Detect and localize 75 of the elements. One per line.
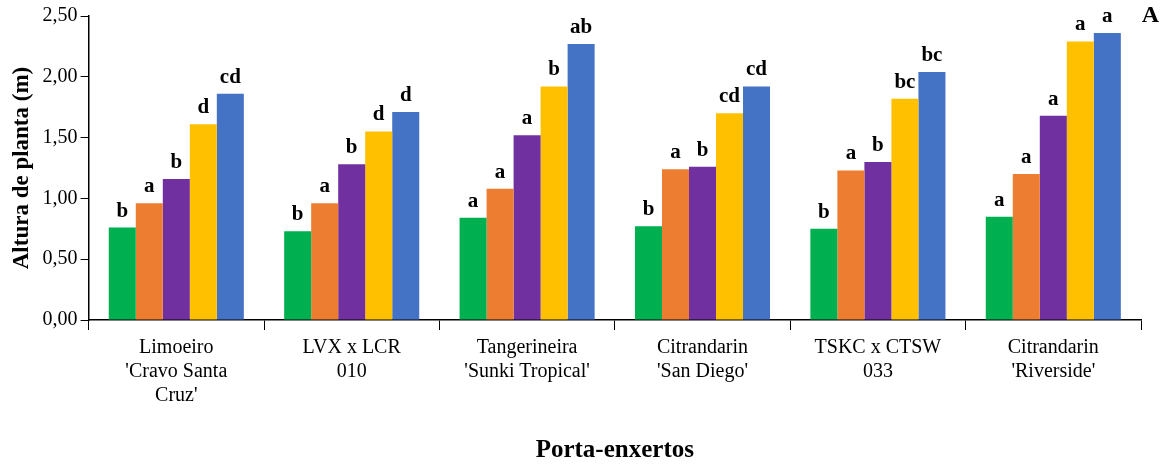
y-tick-label: 2,50: [42, 3, 78, 26]
bar: [1039, 115, 1067, 320]
x-tick-label: Tangerineira 'Sunki Tropical': [464, 335, 590, 383]
bar: [365, 131, 393, 320]
y-tick-label: 2,00: [42, 64, 78, 87]
bar: [459, 217, 487, 320]
bar: [661, 169, 689, 320]
data-label: a: [494, 158, 506, 183]
data-label: b: [642, 196, 655, 221]
x-tick-label: Limoeiro 'Cravo Santa Cruz': [125, 335, 228, 406]
data-label: cd: [746, 56, 768, 81]
bar: [162, 178, 190, 320]
bar: [486, 188, 514, 320]
bar: [1093, 33, 1121, 320]
bar: [338, 164, 366, 320]
y-tick-label: 0,50: [42, 246, 78, 269]
data-label: d: [399, 81, 412, 106]
bar: [1012, 174, 1040, 320]
bar: [864, 161, 892, 320]
bar: [513, 135, 541, 320]
data-label: b: [345, 134, 358, 159]
bar: [135, 203, 163, 320]
data-label: d: [372, 101, 385, 126]
bar: [810, 228, 838, 320]
bar: [189, 124, 217, 320]
y-tick-label: 1,50: [42, 124, 78, 147]
bar: [567, 43, 595, 320]
data-label: a: [1102, 2, 1114, 27]
data-label: b: [818, 198, 830, 223]
bar: [634, 226, 662, 320]
y-tick-label: 1,00: [42, 185, 78, 208]
bar: [891, 98, 919, 320]
x-tick-label: LVX x LCR 010: [302, 335, 402, 382]
data-label: cd: [719, 83, 741, 108]
data-label: a: [144, 173, 156, 198]
bar: [540, 86, 568, 320]
y-tick-label: 0,00: [42, 307, 78, 330]
data-label: cd: [219, 63, 242, 88]
data-label: ab: [570, 13, 593, 38]
data-label: a: [319, 173, 331, 198]
bar: [837, 170, 865, 320]
data-label: b: [872, 131, 884, 156]
bar: [716, 113, 744, 320]
bar: [1066, 41, 1094, 320]
data-label: b: [170, 148, 183, 173]
bar: [284, 231, 312, 320]
data-label: a: [670, 139, 682, 164]
data-label: a: [521, 105, 533, 130]
x-tick-label: Citrandarin 'San Diego': [656, 335, 749, 383]
data-label: b: [116, 197, 129, 222]
data-label: b: [696, 136, 709, 161]
x-axis-title: Porta-enxertos: [535, 435, 695, 463]
bar: [688, 166, 717, 320]
bar: [216, 93, 244, 320]
bar: [392, 112, 420, 320]
data-label: a: [467, 187, 479, 212]
x-tick-label: Citrandarin 'Riverside': [1007, 335, 1099, 382]
data-label: a: [845, 140, 857, 165]
data-label: b: [548, 56, 560, 81]
y-axis-title: Altura de planta (m): [7, 66, 33, 270]
bar: [985, 216, 1013, 320]
data-label: a: [1048, 85, 1060, 110]
bar: [108, 227, 136, 320]
annotation: A: [1141, 1, 1160, 28]
data-label: bc: [894, 68, 916, 93]
bar: [743, 86, 771, 320]
data-label: d: [197, 94, 210, 119]
data-label: bc: [921, 41, 943, 66]
data-label: a: [1021, 144, 1033, 168]
x-tick-label: TSKC x CTSW 033: [814, 335, 942, 382]
bar: [311, 203, 339, 320]
data-label: a: [1075, 11, 1087, 36]
data-label: b: [291, 201, 304, 226]
data-label: a: [994, 186, 1006, 211]
bar: [918, 71, 946, 320]
